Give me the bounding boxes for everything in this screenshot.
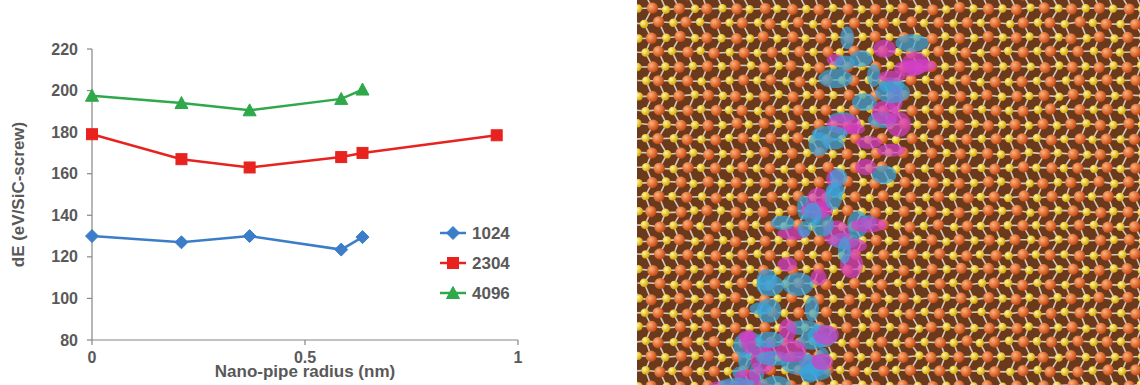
legend-label: 2304 bbox=[472, 254, 510, 273]
y-tick bbox=[87, 173, 92, 174]
x-tick bbox=[91, 340, 92, 345]
y-tick-label: 140 bbox=[51, 207, 78, 224]
y-tick-label: 100 bbox=[51, 290, 78, 307]
x-axis-label: Nano-pipe radius (nm) bbox=[215, 362, 395, 381]
data-point bbox=[86, 230, 99, 243]
data-point bbox=[356, 83, 369, 95]
legend-marker bbox=[448, 258, 459, 269]
y-tick-label: 180 bbox=[51, 124, 78, 141]
y-tick bbox=[87, 48, 92, 49]
chart: 8010012014016018020022000.51Nano-pipe ra… bbox=[0, 0, 640, 385]
plot-area bbox=[86, 83, 503, 256]
x-tick-label: 1 bbox=[514, 349, 523, 366]
data-point bbox=[175, 236, 188, 249]
data-point bbox=[335, 243, 348, 256]
data-point bbox=[243, 230, 256, 243]
legend-label: 1024 bbox=[472, 224, 510, 243]
y-tick bbox=[87, 256, 92, 257]
bonds bbox=[637, 0, 1140, 385]
data-point bbox=[335, 92, 348, 104]
y-axis-label: dE (eV/SiC-screw) bbox=[9, 122, 28, 268]
data-point bbox=[356, 231, 369, 244]
data-point bbox=[176, 154, 187, 165]
y-tick-label: 80 bbox=[60, 332, 78, 349]
legend-marker bbox=[447, 287, 460, 299]
molecular-render bbox=[637, 0, 1140, 385]
y-tick bbox=[87, 298, 92, 299]
legend-marker bbox=[447, 227, 460, 240]
render-bg bbox=[637, 0, 1140, 385]
series-line bbox=[92, 134, 497, 167]
y-tick-label: 160 bbox=[51, 165, 78, 182]
series-line bbox=[92, 90, 363, 111]
y-tick-label: 120 bbox=[51, 248, 78, 265]
data-point bbox=[336, 152, 347, 163]
data-point bbox=[357, 147, 368, 158]
x-tick bbox=[304, 340, 305, 345]
data-point bbox=[87, 129, 98, 140]
legend-label: 4096 bbox=[472, 284, 510, 303]
y-tick bbox=[87, 339, 92, 340]
y-tick-label: 220 bbox=[51, 41, 78, 58]
x-tick-label: 0 bbox=[88, 349, 97, 366]
series-line bbox=[92, 236, 363, 250]
data-point bbox=[175, 97, 188, 109]
data-point bbox=[86, 89, 99, 101]
data-point bbox=[244, 162, 255, 173]
data-point bbox=[243, 104, 256, 116]
y-tick bbox=[87, 215, 92, 216]
data-point bbox=[491, 130, 502, 141]
x-tick bbox=[517, 340, 518, 345]
y-tick-label: 200 bbox=[51, 82, 78, 99]
